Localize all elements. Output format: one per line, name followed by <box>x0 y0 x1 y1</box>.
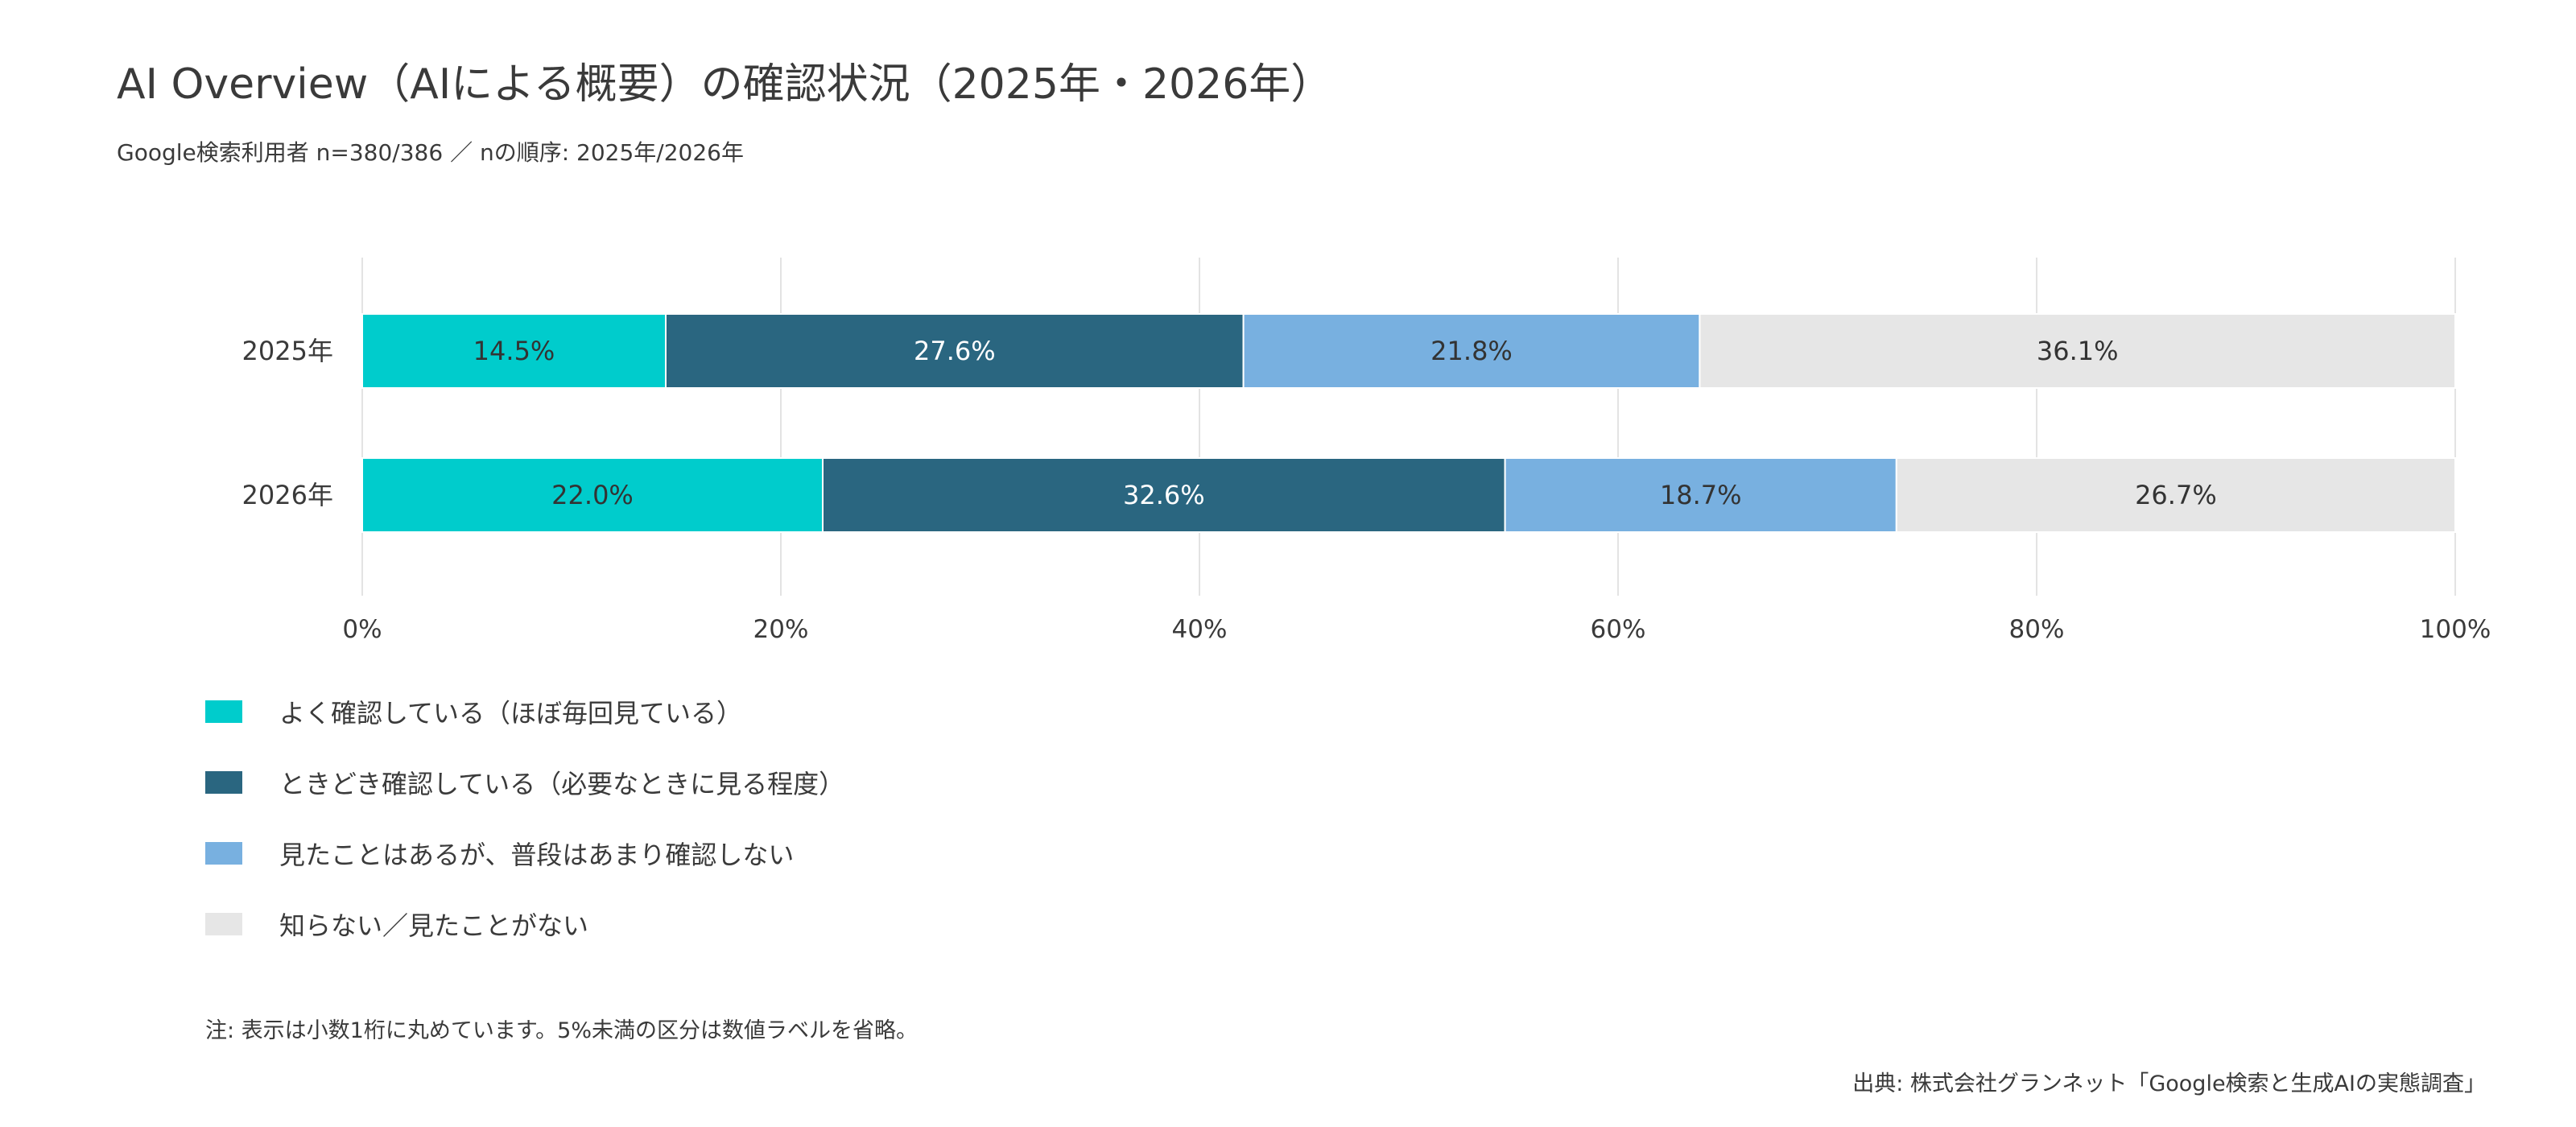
footnote: 注: 表示は小数1桁に丸めています。5%未満の区分は数値ラベルを省略。 <box>205 1018 918 1043</box>
data-label: 14.5% <box>473 336 555 366</box>
legend-label: よく確認している（ほぼ毎回見ている） <box>279 698 743 729</box>
legend-swatch <box>205 913 242 935</box>
y-category-label: 2025年 <box>242 336 333 366</box>
data-labels: 14.5% 27.6% 21.8% 36.1% 22.0% 32.6% 18.7% 26.7% <box>473 336 2217 510</box>
x-tick-label: 40% <box>1172 615 1228 644</box>
data-label: 36.1% <box>2037 336 2119 366</box>
grid-lines <box>361 258 2456 596</box>
legend: よく確認している（ほぼ毎回見ている） ときどき確認している（必要なときに見る程度）… <box>205 676 844 960</box>
bar-segment <box>1242 313 1701 389</box>
legend-item: 見たことはあるが、普段はあまり確認しない <box>205 818 844 889</box>
x-tick-label: 60% <box>1591 615 1646 644</box>
x-tick-label: 20% <box>753 615 809 644</box>
legend-swatch <box>205 842 242 865</box>
legend-label: 見たことはあるが、普段はあまり確認しない <box>279 840 795 870</box>
y-category-label: 2026年 <box>242 480 333 510</box>
data-label: 32.6% <box>1123 480 1205 510</box>
bar-segment <box>665 313 1245 389</box>
legend-item: 知らない／見たことがない <box>205 889 844 960</box>
bar-segment <box>822 457 1506 533</box>
legend-label: 知らない／見たことがない <box>279 910 589 941</box>
axis-labels: 0% 20% 40% 60% 80% 100% 2025年 2026年 <box>242 336 2491 644</box>
x-tick-label: 100% <box>2420 615 2491 644</box>
bar-segment <box>1699 313 2456 389</box>
bar-segment <box>1504 457 1897 533</box>
data-label: 22.0% <box>551 480 634 510</box>
stacked-bar-chart: 14.5% 27.6% 21.8% 36.1% 22.0% 32.6% 18.7% 26.7%… <box>242 258 2491 644</box>
legend-item: よく確認している（ほぼ毎回見ている） <box>205 676 844 747</box>
bars <box>361 313 2457 533</box>
legend-swatch <box>205 771 242 794</box>
chart-title: AI Overview（AIによる概要）の確認状況（2025年・2026年） <box>117 60 1333 109</box>
x-tick-label: 0% <box>342 615 382 644</box>
data-label: 18.7% <box>1660 480 1742 510</box>
legend-swatch <box>205 700 242 723</box>
bar-segment <box>361 457 824 533</box>
bar-segment <box>361 313 667 389</box>
x-tick-label: 80% <box>2009 615 2065 644</box>
bar-segment <box>1895 457 2457 533</box>
legend-label: ときどき確認している（必要なときに見る程度） <box>279 769 845 799</box>
chart-subtitle: Google検索利用者 n=380/386 ／ nの順序: 2025年/2026… <box>117 139 744 166</box>
source-credit: 出典: 株式会社グランネット「Google検索と生成AIの実態調査」 <box>1852 1071 2486 1096</box>
data-label: 27.6% <box>914 336 996 366</box>
legend-item: ときどき確認している（必要なときに見る程度） <box>205 747 844 818</box>
data-label: 21.8% <box>1430 336 1513 366</box>
data-label: 26.7% <box>2135 480 2217 510</box>
